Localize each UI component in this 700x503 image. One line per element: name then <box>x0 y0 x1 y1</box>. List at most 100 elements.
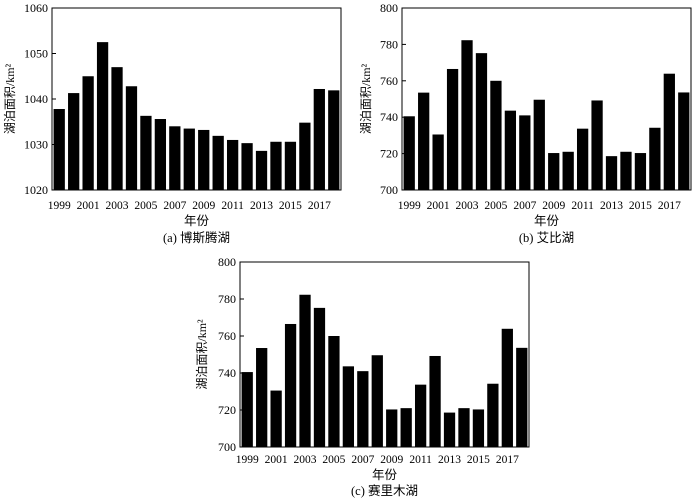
y-tick-label: 760 <box>380 74 398 88</box>
chart-panel-c: 700 720 740 760 780 800 1999 2001 2003 2005 2007 20… <box>194 255 530 498</box>
bar-2002 <box>446 68 459 190</box>
bar-1999 <box>241 372 253 447</box>
bar-2009 <box>198 129 210 190</box>
bar-2008 <box>533 99 545 190</box>
bar-2002 <box>96 42 109 191</box>
bar-2014 <box>458 408 470 447</box>
bar-2001 <box>82 76 94 190</box>
bar-2006 <box>342 366 355 447</box>
x-tick-label: 2005 <box>322 454 345 466</box>
y-tick-label: 720 <box>218 403 236 417</box>
bar-2001 <box>432 134 444 190</box>
bar-2007 <box>169 126 181 190</box>
bar-2017 <box>501 328 513 447</box>
x-tick-label: 2011 <box>571 200 594 212</box>
x-tick-label: 2003 <box>106 200 129 212</box>
bar-2016 <box>649 127 661 190</box>
x-tick-label: 2013 <box>250 200 273 212</box>
x-tick-label: 2005 <box>134 200 157 212</box>
bar-2010 <box>400 408 412 447</box>
bar-2013 <box>605 156 618 190</box>
chart-caption: (c) 赛里木湖 <box>351 483 418 498</box>
x-tick-label: 2009 <box>542 200 565 212</box>
y-tick-label: 1050 <box>24 47 48 61</box>
bar-2008 <box>371 355 383 447</box>
bar-2016 <box>487 383 499 447</box>
x-tick-label: 2001 <box>427 200 450 212</box>
plot-frame <box>401 7 692 191</box>
y-tick-label: 800 <box>380 1 398 15</box>
bar-2000 <box>256 348 268 447</box>
bar-2015 <box>472 409 485 447</box>
x-tick-label: 2015 <box>279 200 302 212</box>
x-tick-label: 2013 <box>600 200 623 212</box>
y-tick-label: 1040 <box>24 92 48 106</box>
bar-2001 <box>270 390 282 447</box>
bar-2000 <box>418 92 430 190</box>
bar-2011 <box>414 384 427 447</box>
y-tick-label: 800 <box>218 255 236 269</box>
bar-2010 <box>562 151 574 190</box>
x-tick-label: 2007 <box>351 454 374 466</box>
x-tick-label: 1999 <box>236 454 259 466</box>
bar-2017 <box>663 73 675 190</box>
bar-2017 <box>313 88 325 190</box>
x-tick-label: 2013 <box>438 454 461 466</box>
bar-2015 <box>284 141 297 190</box>
bar-2003 <box>461 40 473 191</box>
bar-2002 <box>284 323 297 447</box>
x-axis-label: 年份 <box>372 468 398 482</box>
bar-2014 <box>270 141 282 190</box>
plot-frame <box>239 261 530 448</box>
y-tick-label: 1020 <box>24 183 48 197</box>
bar-2007 <box>357 371 369 447</box>
chart-caption: (a) 博斯腾湖 <box>163 230 230 245</box>
bar-2003 <box>111 67 123 190</box>
x-tick-label: 2005 <box>484 200 507 212</box>
x-tick-label: 2007 <box>163 200 186 212</box>
y-tick-label: 780 <box>218 292 236 306</box>
y-tick-label: 720 <box>380 147 398 161</box>
bar-2018 <box>678 92 690 190</box>
x-tick-label: 2003 <box>294 454 317 466</box>
bar-2013 <box>255 150 268 190</box>
bar-2015 <box>634 153 647 190</box>
x-tick-label: 2017 <box>308 200 331 212</box>
chart-panel-b: 700 720 740 760 780 800 1999 2001 2003 2005 2007 20… <box>358 1 692 245</box>
y-axis-label: 湖泊面积/km² <box>2 63 17 134</box>
bar-2005 <box>328 336 340 447</box>
x-tick-label: 2009 <box>192 200 215 212</box>
y-tick-label: 700 <box>380 183 398 197</box>
y-axis-label: 湖泊面积/km² <box>194 319 209 390</box>
x-tick-label: 2007 <box>513 200 536 212</box>
bar-2012 <box>429 355 441 447</box>
x-tick-label: 2003 <box>456 200 479 212</box>
bar-2004 <box>125 86 138 190</box>
y-tick-label: 740 <box>218 366 236 380</box>
bar-2009 <box>548 153 560 190</box>
bar-2013 <box>443 412 456 447</box>
bar-2012 <box>241 143 253 190</box>
y-tick-label: 1060 <box>24 1 48 15</box>
bar-2004 <box>475 53 488 190</box>
x-tick-label: 2011 <box>409 454 432 466</box>
bar-2003 <box>299 294 311 447</box>
bar-2012 <box>591 100 603 190</box>
bar-2009 <box>386 409 398 447</box>
x-tick-label: 2001 <box>77 200 100 212</box>
x-tick-label: 2015 <box>467 454 490 466</box>
y-tick-label: 760 <box>218 329 236 343</box>
bar-2004 <box>313 307 326 447</box>
y-tick-label: 1030 <box>24 138 48 152</box>
x-axis-label: 年份 <box>534 214 560 228</box>
bar-2011 <box>226 139 239 190</box>
bar-2016 <box>299 122 311 190</box>
x-tick-label: 1999 <box>398 200 421 212</box>
x-tick-label: 1999 <box>48 200 71 212</box>
bar-2014 <box>620 151 632 190</box>
bar-2018 <box>328 90 340 190</box>
bar-2007 <box>519 115 531 190</box>
x-tick-label: 2011 <box>221 200 244 212</box>
bar-2006 <box>154 119 167 190</box>
